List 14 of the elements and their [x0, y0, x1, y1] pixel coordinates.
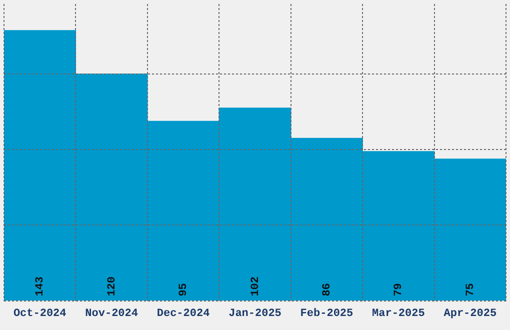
data-label: 75: [464, 282, 477, 296]
x-tick-label: Jan-2025: [228, 308, 282, 320]
x-tick-label: Apr-2025: [444, 308, 497, 320]
x-tick-label: Mar-2025: [372, 308, 426, 320]
x-tick-label: Nov-2024: [85, 308, 138, 320]
data-label: 120: [106, 276, 118, 296]
data-label: 86: [321, 283, 334, 296]
data-label: 95: [178, 282, 190, 296]
data-label: 79: [393, 283, 406, 296]
data-label: 143: [34, 276, 47, 296]
x-tick-label: Oct-2024: [13, 308, 67, 320]
x-tick-label: Feb-2025: [300, 308, 354, 320]
data-label: 102: [250, 276, 262, 296]
x-tick-label: Dec-2024: [156, 308, 210, 320]
